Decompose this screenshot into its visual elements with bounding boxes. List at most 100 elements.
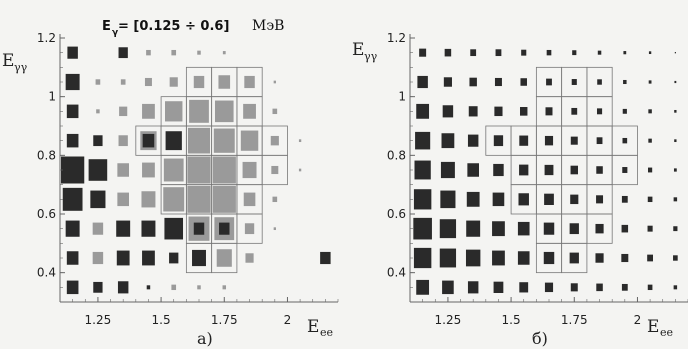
data-cell <box>570 136 578 145</box>
data-cell <box>213 128 235 153</box>
x-tick-label: 1.5 <box>152 313 171 327</box>
data-cell <box>570 165 578 175</box>
data-cell <box>187 127 211 154</box>
data-cell <box>65 220 80 237</box>
data-cell <box>218 75 231 89</box>
data-cell <box>272 196 278 203</box>
data-cell <box>92 222 104 235</box>
data-cell <box>571 79 577 85</box>
y-axis-label-main-b: E <box>352 40 364 60</box>
data-cell <box>517 221 530 236</box>
outline-cell <box>586 213 613 244</box>
data-cell <box>66 251 79 265</box>
data-cell <box>621 283 628 291</box>
data-cell <box>648 51 652 55</box>
data-cell <box>171 49 177 56</box>
outline-cell <box>611 154 638 186</box>
data-cell <box>417 75 428 89</box>
data-cell <box>674 51 676 54</box>
data-cell <box>216 249 232 267</box>
data-cell <box>62 187 83 211</box>
title-range: = [0.125 ÷ 0.6] <box>118 19 229 34</box>
heatmap-b-svg: 0.4 0.6 0.8 1 1.2 1.25 1.5 1.75 2 E γγ E ee б) <box>352 31 688 348</box>
data-cell <box>467 134 479 147</box>
data-cell <box>543 251 555 265</box>
data-cell <box>544 282 554 293</box>
data-cell <box>520 78 527 86</box>
data-cell <box>88 159 108 181</box>
data-cell <box>570 283 578 292</box>
data-cell <box>214 100 234 123</box>
data-cell <box>197 285 201 290</box>
y-tick-label: 0.6 <box>387 207 406 221</box>
data-cell <box>466 191 480 207</box>
data-cell <box>492 221 505 237</box>
outline-cell <box>261 154 288 186</box>
data-cell <box>415 131 431 150</box>
data-cell <box>442 280 454 295</box>
data-cell <box>648 80 652 84</box>
data-cell <box>93 281 103 293</box>
data-cell <box>466 220 481 237</box>
data-cell <box>570 194 579 205</box>
x-axis-label-main-b: E <box>647 317 659 337</box>
data-cell <box>187 156 211 184</box>
data-cell <box>272 108 278 115</box>
data-cell <box>66 104 79 119</box>
data-cell <box>222 51 226 55</box>
data-cell <box>245 253 254 263</box>
overlay-cell <box>142 133 155 148</box>
data-cell <box>320 251 331 265</box>
outline-b <box>485 66 638 274</box>
data-cell <box>468 106 478 117</box>
data-cell <box>647 196 653 203</box>
data-cell <box>413 217 432 240</box>
data-cell <box>243 192 256 207</box>
data-cell <box>571 107 578 115</box>
data-cell <box>117 163 129 177</box>
data-cell <box>93 135 103 147</box>
data-cell <box>439 248 457 268</box>
title-sub: γ <box>112 28 118 38</box>
data-cell <box>494 106 503 117</box>
data-cell <box>493 135 504 147</box>
data-cell <box>569 252 579 264</box>
data-cell <box>142 162 155 178</box>
data-cell <box>146 285 151 290</box>
data-cell <box>648 138 652 143</box>
data-cell <box>65 73 80 91</box>
data-cell <box>171 284 177 291</box>
data-cell <box>441 133 455 149</box>
data-cell <box>469 77 477 87</box>
data-cell <box>621 253 629 263</box>
panel-label-b: б) <box>532 329 548 348</box>
data-cell <box>440 161 455 179</box>
data-cell <box>419 48 427 57</box>
data-cell <box>273 227 276 231</box>
heatmap-a-svg: 0.4 0.6 0.8 1 1.2 1.25 1.5 1.75 2 E γ = [0.125 ÷… <box>2 18 339 348</box>
data-cell <box>673 255 678 261</box>
data-cell <box>197 50 201 55</box>
data-cell <box>165 101 183 122</box>
data-cell <box>596 283 603 292</box>
x-tick-label: 1.5 <box>502 313 521 327</box>
data-cell <box>413 189 432 210</box>
data-cell <box>92 251 104 265</box>
data-cell <box>597 79 602 85</box>
data-cell <box>141 191 156 208</box>
data-cell <box>271 165 279 175</box>
data-cell <box>163 158 184 182</box>
y-tick-label: 0.8 <box>37 148 56 162</box>
data-cell <box>519 164 529 176</box>
data-cell <box>242 161 257 179</box>
x-tick-label: 1.25 <box>435 313 462 327</box>
data-cell <box>440 190 456 209</box>
data-cell <box>298 139 302 143</box>
data-cell <box>192 249 206 267</box>
data-cell <box>674 80 677 84</box>
y-tick-label: 0.4 <box>37 266 56 280</box>
x-tick-label: 1.75 <box>211 313 238 327</box>
data-cell <box>517 251 530 265</box>
data-cell <box>66 133 79 148</box>
data-cell <box>596 137 603 145</box>
